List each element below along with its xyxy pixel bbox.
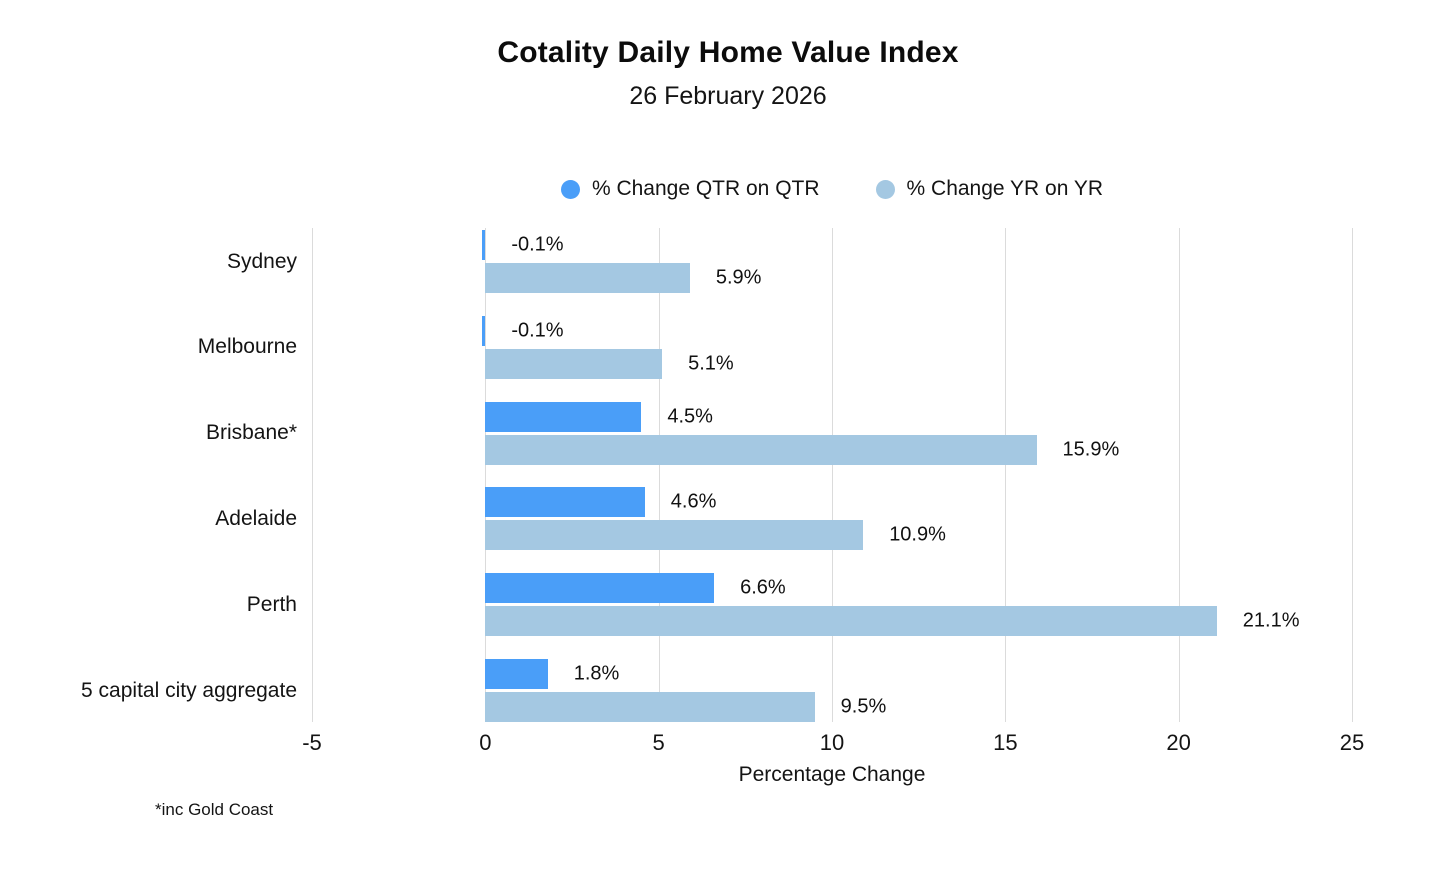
bar-yr: [485, 348, 663, 379]
bar-value-label: -0.1%: [511, 319, 564, 342]
gridline: [832, 228, 833, 722]
gridline: [1178, 228, 1180, 722]
bar-value-label: -0.1%: [511, 233, 564, 256]
x-tick-label: 20: [1166, 730, 1191, 755]
category-label: Adelaide: [215, 506, 297, 530]
bar-qtr: [481, 315, 486, 346]
bar-qtr: [485, 573, 715, 604]
legend-label-yr: % Change YR on YR: [906, 177, 1104, 200]
bar-value-label: 15.9%: [1062, 438, 1120, 461]
gridline: [312, 228, 313, 722]
bar-value-label: 21.1%: [1242, 609, 1300, 632]
x-axis-label: Percentage Change: [738, 763, 926, 786]
qtr-series-swatch-icon: [560, 179, 580, 199]
category-label: Perth: [246, 592, 297, 616]
x-tick-label: 25: [1339, 730, 1365, 755]
category-labels: Sydney Melbourne Brisbane* Adelaide Perth 5 c…: [0, 228, 297, 722]
category-label: Sydney: [226, 249, 297, 273]
x-tick-label: 10: [819, 730, 845, 755]
gridline: [1005, 228, 1007, 722]
footnote: *inc Gold Coast: [155, 800, 274, 819]
bar-yr: [485, 520, 864, 551]
bar-yr: [485, 606, 1217, 637]
bar-value-label: 4.6%: [670, 490, 717, 513]
x-tick-label: 5: [652, 730, 665, 755]
bar-value-label: 9.5%: [840, 695, 887, 718]
bar-value-label: 6.6%: [740, 576, 786, 599]
bar-qtr: [485, 401, 642, 432]
x-tick-label: 15: [993, 730, 1018, 755]
legend-label-qtr: % Change QTR on QTR: [591, 177, 820, 200]
gridline: [658, 228, 660, 722]
legend-item-qtr: % Change QTR on QTR: [560, 177, 820, 201]
bar-value-label: 5.1%: [688, 352, 734, 375]
x-tick-label: 0: [479, 730, 492, 755]
gridline: [485, 228, 487, 722]
bar-qtr: [485, 659, 548, 689]
bar-yr: [485, 434, 1037, 465]
category-label: Melbourne: [197, 335, 297, 359]
bar-qtr: [485, 487, 645, 518]
category-label: Brisbane*: [205, 421, 297, 445]
bar-value-label: 10.9%: [889, 523, 946, 546]
bar-value-label: 5.9%: [715, 266, 762, 289]
bar-value-label: 1.8%: [573, 662, 620, 685]
yr-series-swatch-icon: [875, 179, 895, 199]
legend-item-yr: % Change YR on YR: [875, 177, 1104, 201]
category-label: 5 capital city aggregate: [81, 678, 297, 702]
chart-title: Cotality Daily Home Value Index: [497, 36, 959, 69]
bar-qtr: [481, 230, 486, 260]
bar-yr: [485, 263, 690, 293]
bar-yr: [485, 692, 815, 722]
chart-subtitle: 26 February 2026: [629, 82, 827, 110]
bar-value-label: 4.5%: [667, 405, 713, 428]
plot-area: -0.1% 5.9% -0.1% 5.1% 4.5% 15.9% 4.6% 10.9% 6.6%…: [312, 228, 1353, 722]
x-axis-ticks: -5 0 5 10 15 20 25: [302, 730, 1364, 758]
gridline: [1352, 228, 1353, 722]
x-tick-label: -5: [302, 730, 322, 755]
legend: % Change QTR on QTR % Change YR on YR: [312, 177, 1352, 201]
